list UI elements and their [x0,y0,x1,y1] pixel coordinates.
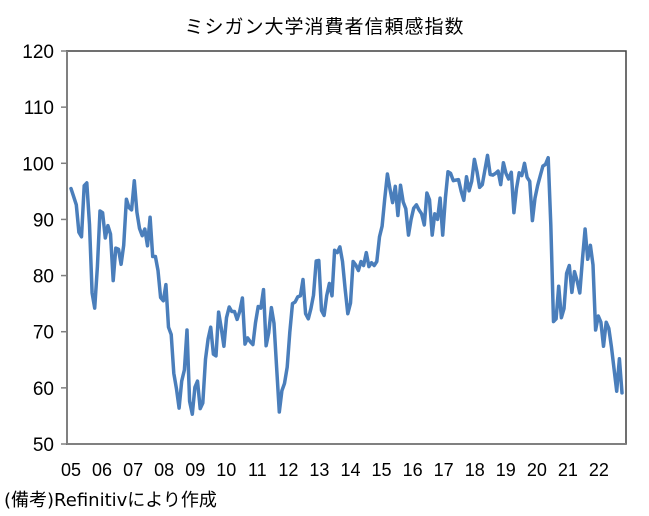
y-tick-label: 80 [33,267,54,288]
x-tick-label: 19 [496,460,516,480]
x-tick-label: 22 [589,460,609,480]
x-tick-label: 14 [340,460,360,480]
data-line [69,153,624,416]
x-axis: 05 06 07 08 09 10 11 12 13 14 15 16 17 18 19 20 21 22 [61,460,609,480]
x-tick-label: 18 [465,460,485,480]
y-tick-label: 100 [22,154,54,175]
y-tick-label: 90 [33,210,54,231]
x-tick-label: 06 [92,460,112,480]
y-tick-label: 60 [33,379,54,400]
x-tick-label: 15 [372,460,392,480]
x-tick-label: 17 [434,460,454,480]
y-tick-label: 110 [24,98,54,119]
x-tick-label: 08 [154,460,174,480]
x-tick-label: 05 [61,460,81,480]
x-tick-label: 16 [403,460,423,480]
source-note: (備考)Refinitivにより作成 [4,490,217,511]
x-tick-label: 21 [558,460,578,480]
y-axis: 50 60 70 80 90 100 110 120 [22,42,67,456]
x-tick-label: 10 [216,460,236,480]
x-tick-label: 20 [527,460,547,480]
y-tick-label: 70 [33,323,54,344]
chart-title: ミシガン大学消費者信頼感指数 [184,16,465,38]
x-tick-label: 09 [185,460,205,480]
x-tick-label: 13 [309,460,329,480]
x-tick-label: 12 [278,460,298,480]
x-tick-label: 07 [123,460,143,480]
x-tick-label: 11 [248,460,267,480]
y-tick-label: 50 [33,435,54,456]
y-tick-label: 120 [22,42,54,63]
